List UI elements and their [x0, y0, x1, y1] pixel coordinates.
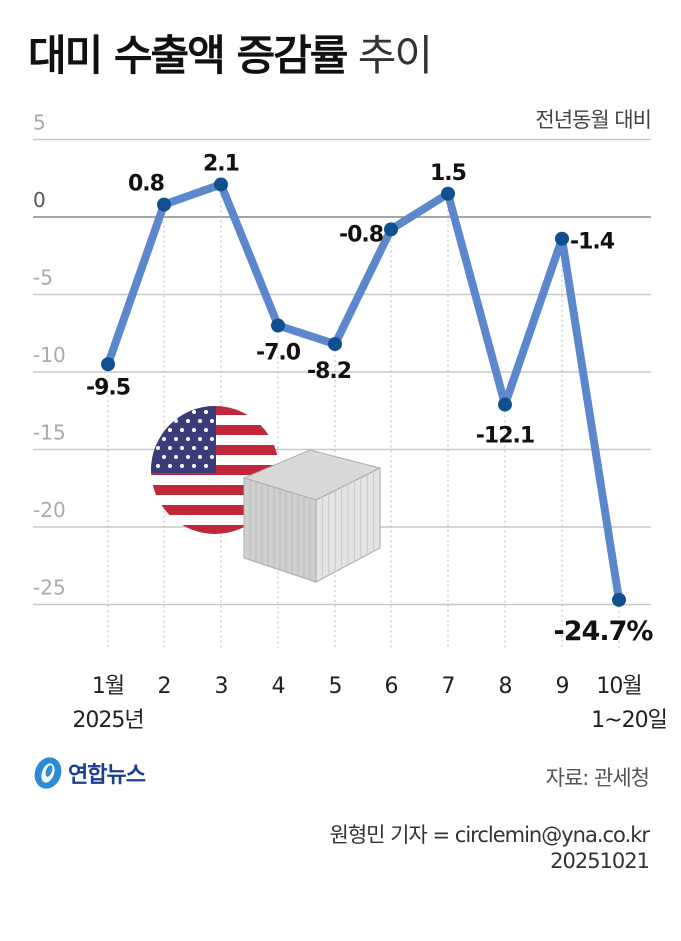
x-tick-label: 7: [442, 674, 455, 699]
data-label: -0.8: [339, 222, 383, 247]
line-chart: 5 0 -5 -10 -15 -20 -25 -9.5 0.8 2.1 -7.0-8.2 -0.8 1…: [33, 111, 668, 733]
x-tick-label: 4: [272, 674, 285, 699]
unit-note: 전년동월 대비: [535, 108, 652, 132]
data-point: [498, 397, 512, 412]
x-tick-label: 1월: [92, 674, 124, 699]
shipping-container-icon: [242, 449, 382, 583]
credit-line: 원형민 기자 = circlemin@yna.co.kr: [329, 823, 650, 847]
logo-text: 연합뉴스: [68, 763, 146, 788]
y-tick-label: -25: [33, 576, 66, 600]
x-tick-sublabel: 2025년: [72, 708, 143, 733]
x-axis-labels: 1월 2025년 2 3 4 5 6 7 8 9 10월 1~20일: [72, 674, 667, 733]
data-labels: -9.5 0.8 2.1 -7.0-8.2 -0.8 1.5 -12.1 -1.4 -24.7%: [86, 151, 654, 647]
x-tick-sublabel: 1~20일: [591, 708, 667, 733]
data-label: -12.1: [476, 424, 534, 449]
data-label: -9.5: [86, 375, 130, 400]
credit-date: 20251021: [550, 849, 650, 873]
x-tick-label: 6: [385, 674, 398, 699]
data-label: -7.0: [256, 341, 301, 366]
x-tick-label: 2: [158, 674, 171, 699]
x-tick-label: 10월: [596, 674, 641, 699]
credit: 원형민 기자 = circlemin@yna.co.kr 20251021: [329, 822, 650, 874]
flag-container-illustration: [151, 406, 382, 583]
chart-title: 대미 수출액 증감률 추이: [28, 22, 433, 83]
x-tick-label: 3: [215, 674, 228, 699]
data-point: [555, 231, 569, 246]
x-tick-label: 5: [329, 674, 342, 699]
y-tick-label: -10: [33, 343, 66, 367]
data-label: 1.5: [430, 161, 466, 186]
y-tick-label: 0: [33, 188, 46, 212]
data-point: [101, 357, 115, 372]
y-tick-label: -20: [33, 498, 66, 522]
x-tick-label: 9: [556, 674, 569, 699]
vertical-guides: [107, 190, 620, 650]
title-light: 추이: [357, 31, 433, 80]
data-point: [157, 197, 171, 212]
title-bold: 대미 수출액 증감률: [28, 31, 348, 80]
data-label: -1.4: [570, 230, 615, 255]
data-label: 0.8: [128, 172, 164, 197]
data-point: [612, 592, 626, 607]
y-axis-labels: 5 0 -5 -10 -15 -20 -25: [33, 111, 66, 600]
source-note: 자료: 관세청: [545, 766, 650, 790]
data-label: -24.7%: [554, 616, 654, 647]
data-point: [328, 337, 342, 352]
x-tick-label: 8: [499, 674, 512, 699]
data-label: 2.1: [203, 151, 239, 176]
data-point: [214, 177, 228, 192]
y-tick-label: -5: [33, 266, 53, 290]
data-point: [384, 222, 398, 237]
y-tick-label: -15: [33, 421, 66, 445]
data-points: [101, 177, 626, 607]
yonhap-logo: 연합뉴스: [32, 756, 146, 790]
data-point: [271, 318, 285, 333]
series-line: [104, 180, 623, 604]
data-label: -8.2: [307, 359, 351, 384]
yonhap-logo-icon: [34, 757, 62, 789]
y-tick-label: 5: [33, 111, 46, 135]
data-point: [441, 186, 455, 201]
